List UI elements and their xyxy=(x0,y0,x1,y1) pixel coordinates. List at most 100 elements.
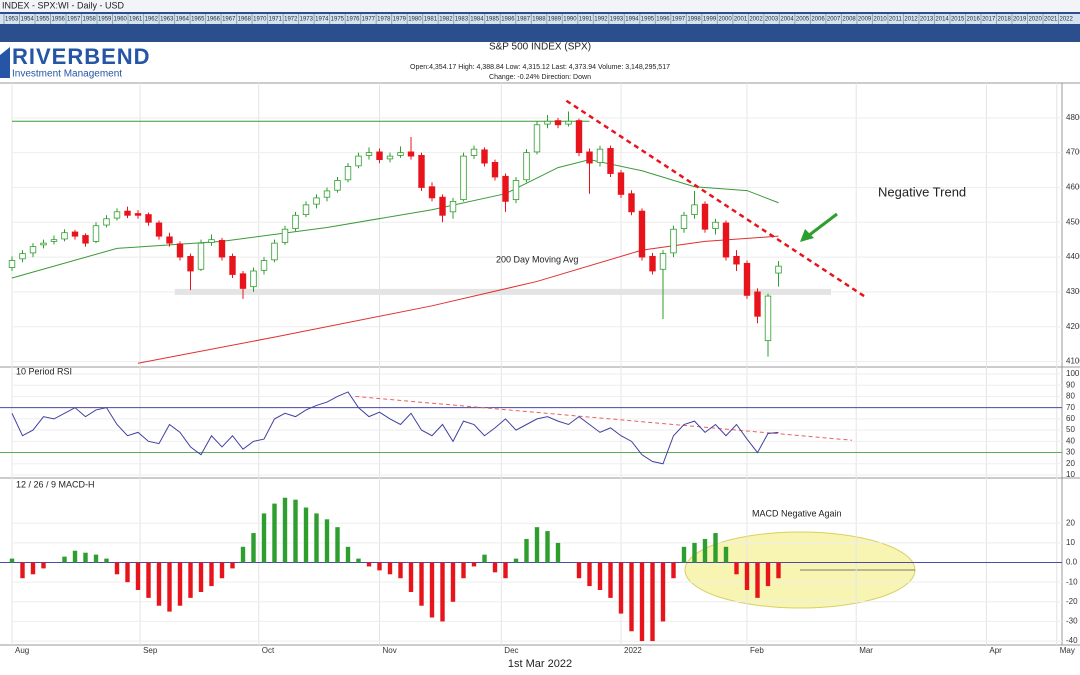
bar xyxy=(272,503,277,563)
bar xyxy=(629,562,634,632)
bar xyxy=(356,558,361,563)
y-tick-label: -40 xyxy=(1066,636,1078,645)
candle-body xyxy=(386,155,394,160)
moving-average xyxy=(11,159,779,279)
year-strip xyxy=(0,14,1080,24)
bar xyxy=(72,550,78,563)
rsi-line xyxy=(11,391,779,465)
panel-title: 12 / 26 / 9 MACD-H xyxy=(16,479,95,489)
bar xyxy=(41,562,46,569)
candle-body xyxy=(134,213,142,216)
bar xyxy=(261,513,267,563)
candle-body xyxy=(82,235,89,244)
y-tick-label: 70 xyxy=(1066,403,1075,412)
candle-body xyxy=(323,190,331,198)
year-label: 1978 xyxy=(377,17,391,23)
candle-body xyxy=(554,120,562,126)
year-label: 2012 xyxy=(904,17,918,23)
y-tick-label: 4400 xyxy=(1066,252,1080,261)
year-label: 1981 xyxy=(424,17,438,23)
candle-body xyxy=(103,218,110,226)
bar xyxy=(303,507,309,563)
year-label: 2004 xyxy=(780,17,794,23)
candle-body xyxy=(218,239,226,258)
year-label: 1982 xyxy=(439,17,453,23)
candle-body xyxy=(449,200,457,213)
year-label: 2005 xyxy=(796,17,810,23)
candle-body xyxy=(71,231,79,237)
bar xyxy=(83,552,88,563)
y-tick-label: -10 xyxy=(1066,577,1078,586)
bar xyxy=(20,562,25,579)
bar xyxy=(618,562,624,614)
year-label: 1977 xyxy=(362,17,376,23)
y-tick-label: 4500 xyxy=(1066,217,1080,226)
bar xyxy=(188,562,193,598)
year-label: 1970 xyxy=(253,17,267,23)
bar xyxy=(765,562,771,587)
year-label: 2002 xyxy=(749,17,763,23)
y-tick-label: 90 xyxy=(1066,380,1075,389)
y-tick-label: 4800 xyxy=(1066,113,1080,122)
bar xyxy=(345,546,351,563)
candle-body xyxy=(439,196,446,216)
bar xyxy=(377,562,382,571)
bar xyxy=(639,562,645,642)
candle-body xyxy=(8,260,16,268)
bar xyxy=(314,513,319,563)
bar xyxy=(114,562,120,575)
year-label: 2009 xyxy=(858,17,872,23)
bar xyxy=(597,562,603,591)
year-label: 1973 xyxy=(300,17,314,23)
year-label: 2022 xyxy=(1059,17,1073,23)
year-label: 1963 xyxy=(160,17,174,23)
x-tick-label: Oct xyxy=(262,646,275,655)
bar xyxy=(177,562,183,606)
candle-body xyxy=(397,152,404,156)
year-label: 1995 xyxy=(641,17,655,23)
bar xyxy=(492,562,498,573)
ma-label: 200 Day Moving Avg xyxy=(496,254,578,264)
bar xyxy=(671,562,676,579)
year-label: 1984 xyxy=(470,17,484,23)
bar xyxy=(660,562,666,622)
year-label: 1991 xyxy=(579,17,593,23)
bar xyxy=(293,499,298,563)
bar xyxy=(209,562,214,587)
bar xyxy=(755,562,760,598)
bar xyxy=(62,556,67,563)
candle-body xyxy=(628,193,635,213)
candle-body xyxy=(460,155,467,201)
bar xyxy=(125,562,130,583)
year-label: 2016 xyxy=(966,17,980,23)
bar xyxy=(744,562,750,591)
y-tick-label: -30 xyxy=(1066,617,1078,626)
candle-body xyxy=(208,239,215,243)
bar xyxy=(608,562,613,598)
candle-body xyxy=(638,210,646,258)
candle-body xyxy=(365,152,373,156)
bar xyxy=(408,562,414,592)
bar xyxy=(419,562,424,606)
year-label: 1967 xyxy=(222,17,236,23)
arrow xyxy=(807,212,838,238)
bar xyxy=(545,531,550,563)
candle-body xyxy=(533,124,541,153)
year-label: 1965 xyxy=(191,17,205,23)
year-label: 2021 xyxy=(1044,17,1058,23)
moving-average xyxy=(137,235,779,364)
candle-body xyxy=(523,152,530,181)
year-label: 1996 xyxy=(656,17,670,23)
candle-body xyxy=(575,120,583,154)
candle-body xyxy=(481,149,488,164)
year-label: 2014 xyxy=(935,17,949,23)
year-label: 2017 xyxy=(982,17,996,23)
bar xyxy=(387,562,393,575)
bar xyxy=(734,562,739,575)
candle-body xyxy=(544,120,551,125)
candle-body xyxy=(418,155,425,188)
candle-body xyxy=(113,211,121,219)
candle-body xyxy=(334,180,341,191)
chart-title: S&P 500 INDEX (SPX) xyxy=(489,42,591,53)
candle-body xyxy=(712,221,719,229)
